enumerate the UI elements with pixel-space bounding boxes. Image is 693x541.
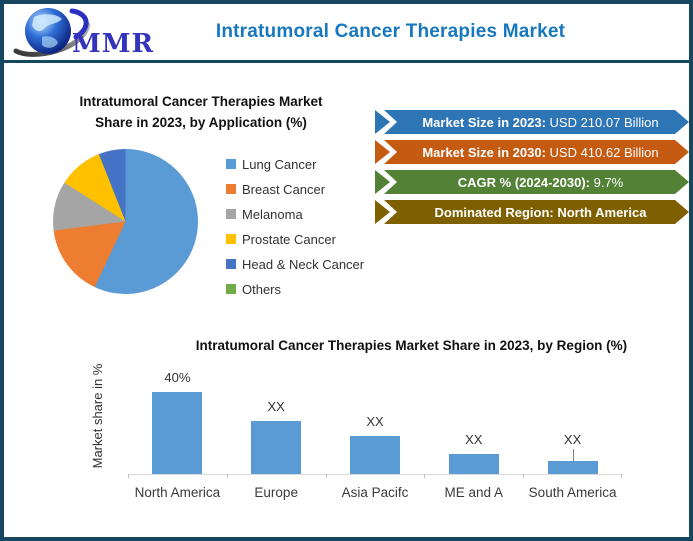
axis-tick	[226, 474, 228, 478]
ribbon-value: USD 210.07 Billion	[545, 114, 659, 130]
bar-value-label: XX	[366, 414, 384, 430]
ribbon-body: Market Size in 2023: USD 210.07 Billion	[384, 110, 689, 134]
ribbon-cagr: CAGR % (2024-2030): 9.7%	[375, 170, 689, 194]
bar-group: XX Europe	[227, 360, 326, 500]
legend-label: Melanoma	[242, 206, 303, 222]
bar-value-label: XX	[465, 431, 483, 447]
legend-label: Breast Cancer	[242, 181, 326, 197]
bar	[448, 453, 499, 474]
bar-value-label: XX	[563, 432, 582, 448]
category-label: Asia Pacifc	[341, 485, 409, 500]
label-leader-line	[572, 449, 574, 462]
logo-landmass-2	[42, 36, 58, 48]
ribbon-arrow-tip	[375, 200, 390, 224]
category-label: North America	[134, 485, 221, 500]
bar-chart-plot: 40% North America XX Europe XX Asia Paci…	[128, 360, 622, 500]
ribbon-label: Market Size in 2023:	[422, 114, 546, 130]
bar-group: XX ME and A	[424, 360, 523, 500]
axis-tick	[325, 474, 327, 478]
legend-swatch	[226, 209, 236, 219]
stat-ribbons: Market Size in 2023: USD 210.07 Billion …	[375, 110, 689, 230]
ribbon-text: Market Size in 2023: USD 210.07 Billion	[414, 115, 658, 130]
ribbon-body: Market Size in 2030: USD 410.62 Billion	[384, 140, 689, 164]
ribbon-value: USD 410.62 Billion	[545, 144, 659, 160]
category-label: South America	[528, 485, 617, 500]
legend-label: Head & Neck Cancer	[242, 256, 365, 272]
ribbon-value: North America	[553, 204, 647, 220]
ribbon-text: CAGR % (2024-2030): 9.7%	[450, 175, 623, 190]
ribbon-arrow-tip	[375, 170, 390, 194]
pie-title-line2: Share in 2023, by Application (%)	[95, 114, 307, 130]
legend-item-others: Others	[226, 281, 364, 297]
legend-item-prostate-cancer: Prostate Cancer	[226, 231, 364, 247]
legend-swatch	[226, 234, 236, 244]
ribbon-body: Dominated Region: North America	[384, 200, 689, 224]
ribbon-arrow-tip	[375, 110, 390, 134]
bar-chart-title: Intratumoral Cancer Therapies Market Sha…	[195, 338, 628, 353]
ribbon-body: CAGR % (2024-2030): 9.7%	[384, 170, 689, 194]
bar-group: XX Asia Pacifc	[326, 360, 425, 500]
legend-swatch	[226, 284, 236, 294]
bar-group: XX South America	[523, 360, 622, 500]
axis-tick	[128, 474, 129, 478]
header: MMR Intratumoral Cancer Therapies Market	[4, 4, 689, 63]
legend-swatch	[226, 184, 236, 194]
legend-label: Lung Cancer	[242, 156, 317, 172]
y-axis-label: Market share in %	[90, 363, 105, 469]
legend-label: Others	[242, 281, 282, 297]
bar	[152, 392, 203, 474]
axis-tick	[523, 474, 525, 478]
bar-value-label: XX	[267, 398, 285, 414]
ribbon-arrow-tip	[375, 140, 390, 164]
bar	[251, 420, 302, 474]
ribbon-label: Dominated Region:	[434, 204, 554, 220]
legend-swatch	[226, 259, 236, 269]
logo-text: MMR	[72, 29, 154, 59]
ribbon-text: Market Size in 2030: USD 410.62 Billion	[414, 145, 658, 160]
pie-title-line1: Intratumoral Cancer Therapies Market	[79, 94, 323, 109]
ribbon-market-size-2023: Market Size in 2023: USD 210.07 Billion	[375, 110, 689, 134]
pie-legend: Lung Cancer Breast Cancer Melanoma Prost…	[226, 156, 365, 297]
ribbon-market-size-2030: Market Size in 2030: USD 410.62 Billion	[375, 140, 689, 164]
pie-chart	[53, 149, 198, 294]
legend-label: Prostate Cancer	[242, 231, 336, 247]
legend-item-lung-cancer: Lung Cancer	[226, 156, 364, 172]
axis-tick	[424, 474, 426, 478]
bar-value-label: 40%	[164, 370, 191, 386]
legend-item-breast-cancer: Breast Cancer	[226, 181, 364, 197]
bar	[547, 461, 598, 474]
ribbon-label: CAGR % (2024-2030):	[457, 174, 590, 190]
page-title: Intratumoral Cancer Therapies Market	[215, 21, 566, 42]
axis-tick	[621, 474, 622, 478]
mmr-logo: MMR	[4, 4, 162, 60]
ribbon-text: Dominated Region: North America	[427, 205, 647, 220]
ribbon-dominated-region: Dominated Region: North America	[375, 200, 689, 224]
ribbon-value: 9.7%	[589, 174, 624, 190]
category-label: Europe	[254, 485, 298, 500]
ribbon-label: Market Size in 2030:	[422, 144, 546, 160]
mmr-logo-graphic: MMR	[13, 8, 154, 59]
pie-chart-title: Intratumoral Cancer Therapies Market Sha…	[40, 92, 362, 134]
bar	[349, 436, 400, 474]
logo-landmass	[32, 14, 62, 32]
category-label: ME and A	[444, 485, 504, 500]
legend-item-melanoma: Melanoma	[226, 206, 364, 222]
legend-item-head-neck-cancer: Head & Neck Cancer	[226, 256, 365, 272]
logo-blue-swoosh	[69, 8, 89, 40]
bar-group: 40% North America	[128, 360, 227, 500]
legend-swatch	[226, 159, 236, 169]
